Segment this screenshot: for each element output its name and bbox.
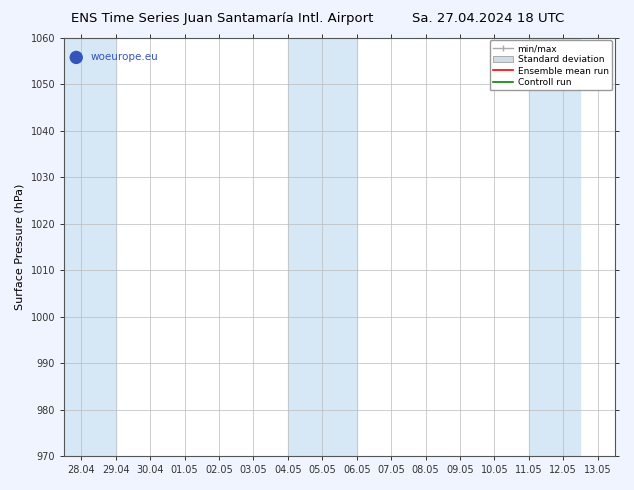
- Y-axis label: Surface Pressure (hPa): Surface Pressure (hPa): [15, 184, 25, 310]
- Text: Sa. 27.04.2024 18 UTC: Sa. 27.04.2024 18 UTC: [412, 12, 564, 25]
- Text: woeurope.eu: woeurope.eu: [91, 52, 158, 62]
- Bar: [288, 38, 357, 456]
- Text: ENS Time Series Juan Santamaría Intl. Airport: ENS Time Series Juan Santamaría Intl. Ai…: [71, 12, 373, 25]
- Text: ©: ©: [72, 52, 81, 62]
- Bar: [529, 38, 580, 456]
- Legend: min/max, Standard deviation, Ensemble mean run, Controll run: min/max, Standard deviation, Ensemble me…: [489, 41, 612, 91]
- Bar: [64, 38, 116, 456]
